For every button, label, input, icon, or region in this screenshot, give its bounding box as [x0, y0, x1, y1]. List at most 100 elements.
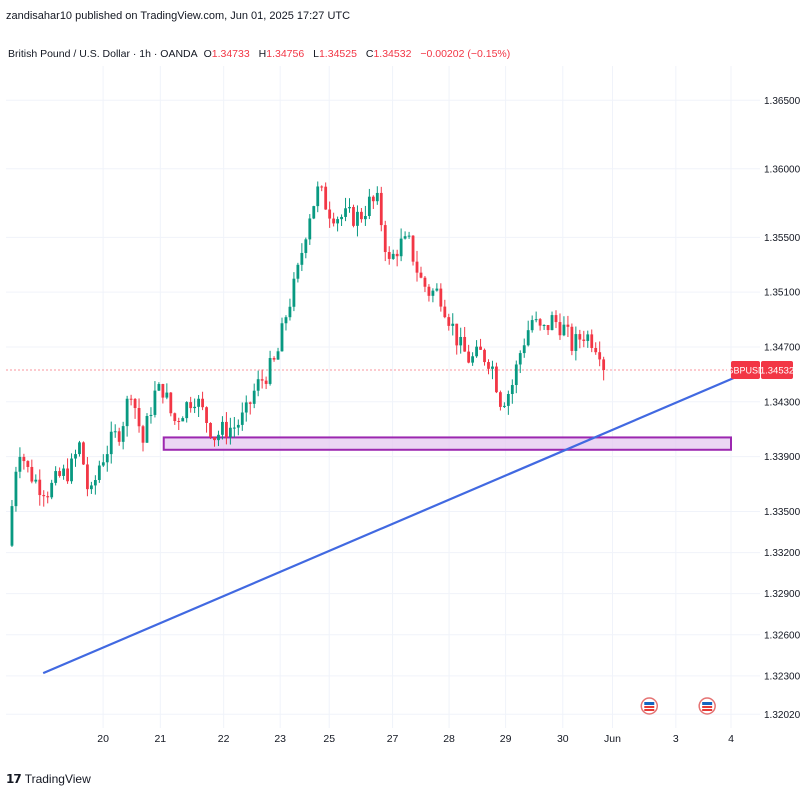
- candle-body: [62, 468, 65, 476]
- x-tick-label: 30: [557, 733, 569, 745]
- candle-body: [308, 218, 312, 240]
- candle-body: [479, 346, 482, 350]
- candle-body: [284, 317, 288, 324]
- symbol-title: British Pound / U.S. Dollar · 1h · OANDA: [8, 48, 198, 60]
- candle-body: [54, 471, 58, 483]
- candle-body: [566, 324, 570, 327]
- candle-body: [165, 392, 169, 398]
- candle-body: [348, 206, 351, 209]
- candle-body: [395, 253, 399, 257]
- candle-body: [483, 349, 486, 363]
- candle-body: [217, 434, 220, 441]
- candle-body: [244, 402, 248, 413]
- candle-body: [594, 347, 598, 353]
- candle-body: [304, 239, 308, 253]
- candle-body: [598, 352, 602, 360]
- candle-body: [181, 418, 185, 422]
- candle-body: [22, 456, 26, 462]
- candle-body: [340, 216, 343, 220]
- symbol-tag-label: GBPUSD: [726, 365, 765, 375]
- candle-body: [467, 351, 471, 363]
- close-value: C1.34532: [365, 48, 412, 60]
- candle-body: [18, 456, 22, 472]
- x-tick-label: 3: [673, 733, 679, 745]
- candle-body: [58, 471, 62, 476]
- x-tick-label: 28: [443, 733, 455, 745]
- candle-body: [272, 358, 276, 360]
- candle-body: [328, 209, 332, 219]
- candle-body: [256, 379, 260, 391]
- candle-body: [133, 398, 137, 409]
- candle-body: [109, 431, 113, 455]
- candle-body: [407, 235, 411, 237]
- candle-body: [153, 390, 157, 415]
- candle-body: [602, 359, 606, 370]
- candle-body: [387, 252, 391, 259]
- candle-body: [30, 466, 34, 482]
- candle-body: [201, 398, 204, 408]
- candle-body: [137, 408, 141, 427]
- support-zone-rectangle: [162, 436, 733, 451]
- candle-body: [276, 351, 280, 360]
- candle-body: [161, 384, 165, 398]
- candle-body: [193, 406, 197, 409]
- candle-body: [320, 186, 324, 188]
- y-tick-label: 1.36500: [764, 96, 800, 107]
- candle-body: [336, 219, 339, 224]
- y-tick-label: 1.35500: [764, 233, 800, 244]
- candle-body: [403, 236, 407, 239]
- tradingview-brand: TradingView: [24, 772, 91, 786]
- candle-body: [570, 326, 574, 351]
- change-value: −0.00202 (−0.15%): [420, 48, 511, 60]
- candle-body: [439, 288, 443, 307]
- open-value: O1.34733: [203, 48, 250, 60]
- candle-body: [558, 322, 562, 336]
- x-tick-label: 20: [97, 733, 109, 745]
- candle-body: [89, 485, 93, 490]
- candle-body: [173, 413, 177, 422]
- candle-body: [197, 398, 201, 407]
- candle-body: [399, 238, 403, 257]
- candle-body: [42, 495, 46, 497]
- candle-body: [316, 186, 320, 207]
- candle-body: [228, 427, 232, 438]
- candle-body: [526, 330, 530, 346]
- candle-body: [514, 364, 518, 386]
- candle-body: [264, 380, 268, 384]
- candle-body: [435, 288, 439, 291]
- candle-body: [185, 402, 189, 419]
- candle-body: [121, 426, 125, 442]
- y-tick-label: 1.33200: [764, 548, 800, 559]
- candle-body: [379, 192, 383, 226]
- candle-body: [463, 336, 467, 352]
- candle-body: [70, 458, 73, 482]
- candle-body: [34, 479, 38, 482]
- flag-stripe-blue: [702, 702, 713, 705]
- candle-body: [213, 437, 216, 441]
- candle-body: [312, 206, 316, 219]
- x-tick-label: 25: [323, 733, 335, 745]
- candle-body: [209, 422, 212, 438]
- candle-body: [105, 454, 109, 463]
- candle-body: [82, 442, 85, 465]
- candle-body: [499, 392, 502, 407]
- candle-body: [93, 480, 97, 486]
- candle-body: [157, 384, 161, 391]
- candle-body: [510, 385, 514, 395]
- candle-body: [582, 339, 586, 341]
- candle-body: [141, 426, 145, 443]
- candle-body: [97, 465, 101, 481]
- y-tick-label: 1.32900: [764, 589, 800, 600]
- candle-body: [232, 427, 236, 429]
- candle-body: [300, 252, 304, 265]
- candle-body: [280, 323, 284, 352]
- x-tick-label: 4: [728, 733, 734, 745]
- tradingview-logo-icon: 𝟭𝟳: [6, 772, 22, 786]
- candle-body: [411, 235, 415, 262]
- flag-stripe-red: [702, 706, 713, 708]
- candle-body: [534, 319, 538, 321]
- candle-body: [447, 317, 451, 326]
- candle-body: [221, 421, 224, 435]
- candle-body: [344, 208, 347, 217]
